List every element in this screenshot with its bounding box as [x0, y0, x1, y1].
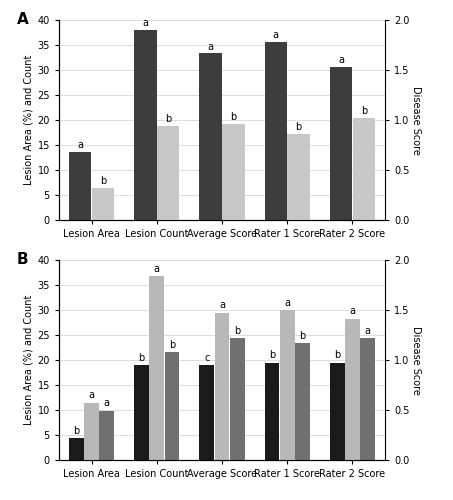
Text: b: b [139, 353, 145, 363]
Bar [288, 134, 310, 220]
Bar [345, 318, 360, 460]
Text: b: b [269, 350, 275, 360]
Bar [199, 54, 222, 220]
Bar [295, 343, 310, 460]
Text: a: a [154, 264, 160, 274]
Bar [215, 312, 229, 460]
Text: b: b [165, 114, 171, 124]
Bar [265, 42, 287, 220]
Text: a: a [219, 300, 225, 310]
Text: b: b [100, 176, 106, 186]
Bar [230, 338, 245, 460]
Text: b: b [295, 122, 302, 132]
Bar [69, 152, 91, 220]
Bar [92, 188, 114, 220]
Bar [199, 365, 214, 460]
Text: a: a [207, 42, 213, 51]
Bar [69, 438, 84, 460]
Bar [360, 338, 375, 460]
Bar [134, 30, 156, 220]
Text: a: a [104, 398, 110, 408]
Bar [157, 126, 179, 220]
Y-axis label: Disease Score: Disease Score [410, 86, 420, 154]
Text: b: b [361, 106, 367, 116]
Bar [330, 362, 345, 460]
Text: b: b [334, 350, 340, 360]
Text: a: a [338, 56, 344, 66]
Text: A: A [16, 12, 28, 27]
Text: a: a [284, 298, 290, 308]
Bar [99, 410, 114, 460]
Bar [149, 276, 164, 460]
Text: b: b [169, 340, 175, 350]
Text: b: b [73, 426, 79, 436]
Text: B: B [16, 252, 28, 267]
Text: a: a [349, 306, 356, 316]
Y-axis label: Lesion Area (%) and Count: Lesion Area (%) and Count [23, 55, 33, 185]
Legend: Cultivar, MS: Cultivar, MS [164, 261, 280, 272]
Bar [353, 118, 375, 220]
Bar [265, 362, 280, 460]
Text: a: a [142, 18, 148, 28]
Y-axis label: Disease Score: Disease Score [410, 326, 420, 394]
Bar [134, 365, 149, 460]
Bar [84, 402, 99, 460]
Y-axis label: Lesion Area (%) and Count: Lesion Area (%) and Count [23, 295, 33, 425]
Bar [222, 124, 245, 220]
Text: a: a [273, 30, 279, 40]
Text: a: a [77, 140, 83, 150]
Bar [330, 68, 352, 220]
Bar [280, 310, 294, 460]
Text: b: b [299, 331, 305, 341]
Text: b: b [230, 112, 236, 122]
Text: c: c [204, 353, 209, 363]
Text: a: a [88, 390, 95, 400]
Text: b: b [234, 326, 240, 336]
Text: a: a [365, 326, 371, 336]
Bar [164, 352, 179, 460]
